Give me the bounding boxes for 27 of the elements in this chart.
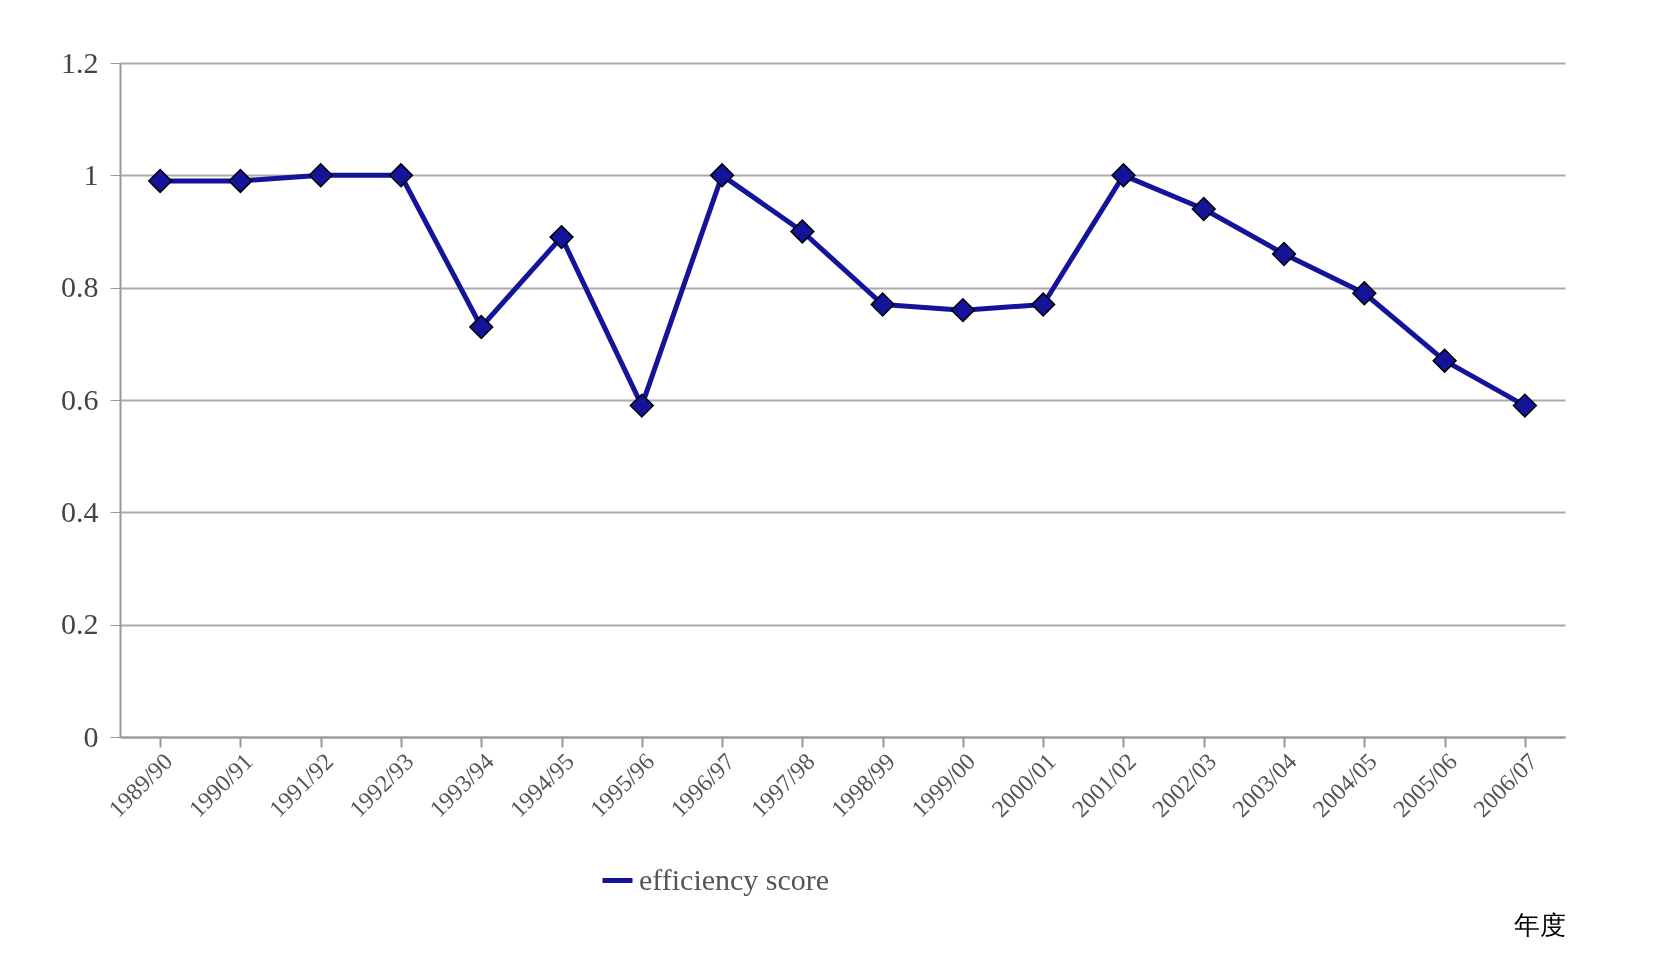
point [1271, 241, 1297, 267]
y-tick-label: 0.8 [61, 270, 99, 304]
y-tick-label: 1 [83, 157, 99, 191]
point [549, 224, 574, 250]
point [228, 168, 253, 194]
point [1352, 281, 1377, 306]
point [147, 168, 173, 194]
y-tick-label: 0 [83, 719, 99, 753]
point [1512, 393, 1538, 418]
y-tick-label: 0.2 [61, 607, 99, 641]
point [308, 163, 333, 188]
legend-label: efficiency score [639, 862, 830, 896]
point [469, 314, 494, 340]
y-tick-label: 1.2 [61, 45, 99, 79]
y-tick-label: 0.6 [61, 382, 99, 416]
point [388, 163, 414, 188]
point [709, 163, 735, 188]
y-tick-label: 0.4 [61, 494, 99, 528]
point [1031, 292, 1056, 317]
point [870, 292, 895, 317]
point [1191, 196, 1216, 222]
point [1432, 348, 1457, 373]
point [1111, 163, 1136, 188]
point [790, 219, 815, 244]
point [950, 297, 976, 323]
x-axis-title: 年度 [1513, 909, 1566, 940]
point [629, 393, 654, 418]
